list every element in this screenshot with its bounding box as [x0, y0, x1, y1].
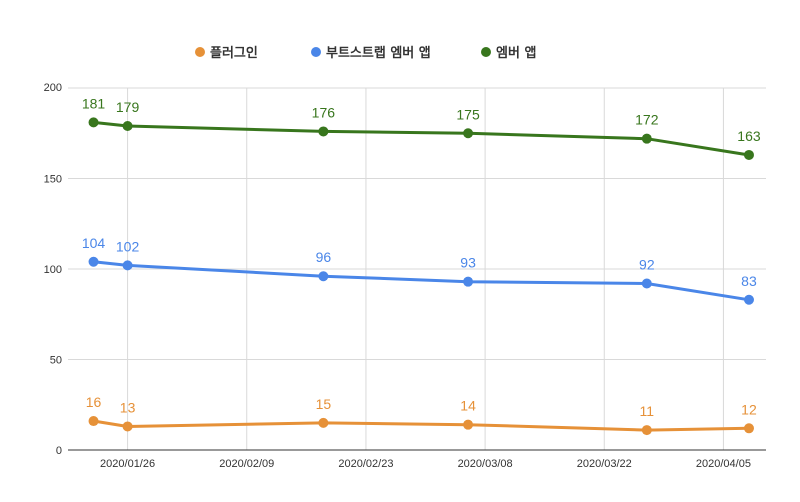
y-tick-label: 0: [56, 445, 62, 457]
data-point: [743, 149, 754, 160]
series-layer: 16 13 15 14 11 12 104 102 96 93 92 83 181 179 176 175 17…: [82, 95, 761, 436]
data-point: [463, 128, 474, 139]
data-label: 96: [316, 249, 332, 265]
data-point: [122, 421, 133, 432]
y-tick-label: 200: [44, 82, 62, 94]
data-point: [641, 425, 652, 436]
data-label: 92: [639, 256, 655, 272]
data-point: [463, 276, 474, 287]
y-tick-label: 150: [44, 174, 62, 186]
x-tick-label: 2020/04/05: [696, 458, 751, 470]
data-point: [318, 271, 329, 282]
data-label: 11: [640, 403, 655, 419]
legend-marker: [311, 47, 321, 57]
data-label: 163: [737, 128, 761, 144]
data-label: 13: [120, 399, 136, 415]
legend: 플러그인 부트스트랩 엠버 앱 엠버 앱: [195, 45, 536, 61]
data-point: [122, 121, 133, 132]
data-point: [88, 416, 99, 427]
data-point: [88, 256, 99, 267]
data-point: [122, 260, 133, 271]
data-point: [88, 117, 99, 128]
legend-label: 플러그인: [210, 45, 258, 61]
legend-marker: [481, 47, 491, 57]
data-point: [318, 126, 329, 137]
x-tick-label: 2020/03/22: [577, 458, 632, 470]
data-label: 15: [316, 396, 332, 412]
data-label: 176: [312, 104, 336, 120]
data-point: [641, 278, 652, 289]
data-point: [318, 417, 329, 428]
x-tick-label: 2020/03/08: [458, 458, 513, 470]
series-line: [93, 419, 750, 432]
series-line: [93, 120, 750, 157]
data-point: [743, 294, 754, 305]
data-label: 83: [741, 273, 757, 289]
data-point: [463, 419, 474, 430]
y-tick-label: 100: [44, 264, 62, 276]
data-label: 175: [456, 106, 480, 122]
data-label: 93: [460, 255, 476, 271]
series-line: [93, 260, 750, 302]
x-tick-label: 2020/02/23: [338, 458, 393, 470]
data-point: [641, 133, 652, 144]
data-point: [743, 423, 754, 434]
data-label: 16: [86, 394, 102, 410]
legend-label: 엠버 앱: [496, 45, 536, 61]
data-label: 179: [116, 99, 140, 115]
data-label: 172: [635, 112, 659, 128]
data-label: 181: [82, 95, 106, 111]
data-label: 104: [82, 235, 106, 251]
axes: 0 50 100 150 200 2020/01/26 2020/02/09 2020/02/…: [44, 82, 766, 470]
data-label: 14: [460, 398, 476, 414]
x-tick-label: 2020/02/09: [219, 458, 274, 470]
legend-label: 부트스트랩 엠버 앱: [326, 45, 431, 61]
data-label: 12: [741, 401, 757, 417]
x-tick-label: 2020/01/26: [100, 458, 155, 470]
data-label: 102: [116, 238, 140, 254]
y-tick-label: 50: [50, 355, 62, 367]
legend-marker: [195, 47, 205, 57]
